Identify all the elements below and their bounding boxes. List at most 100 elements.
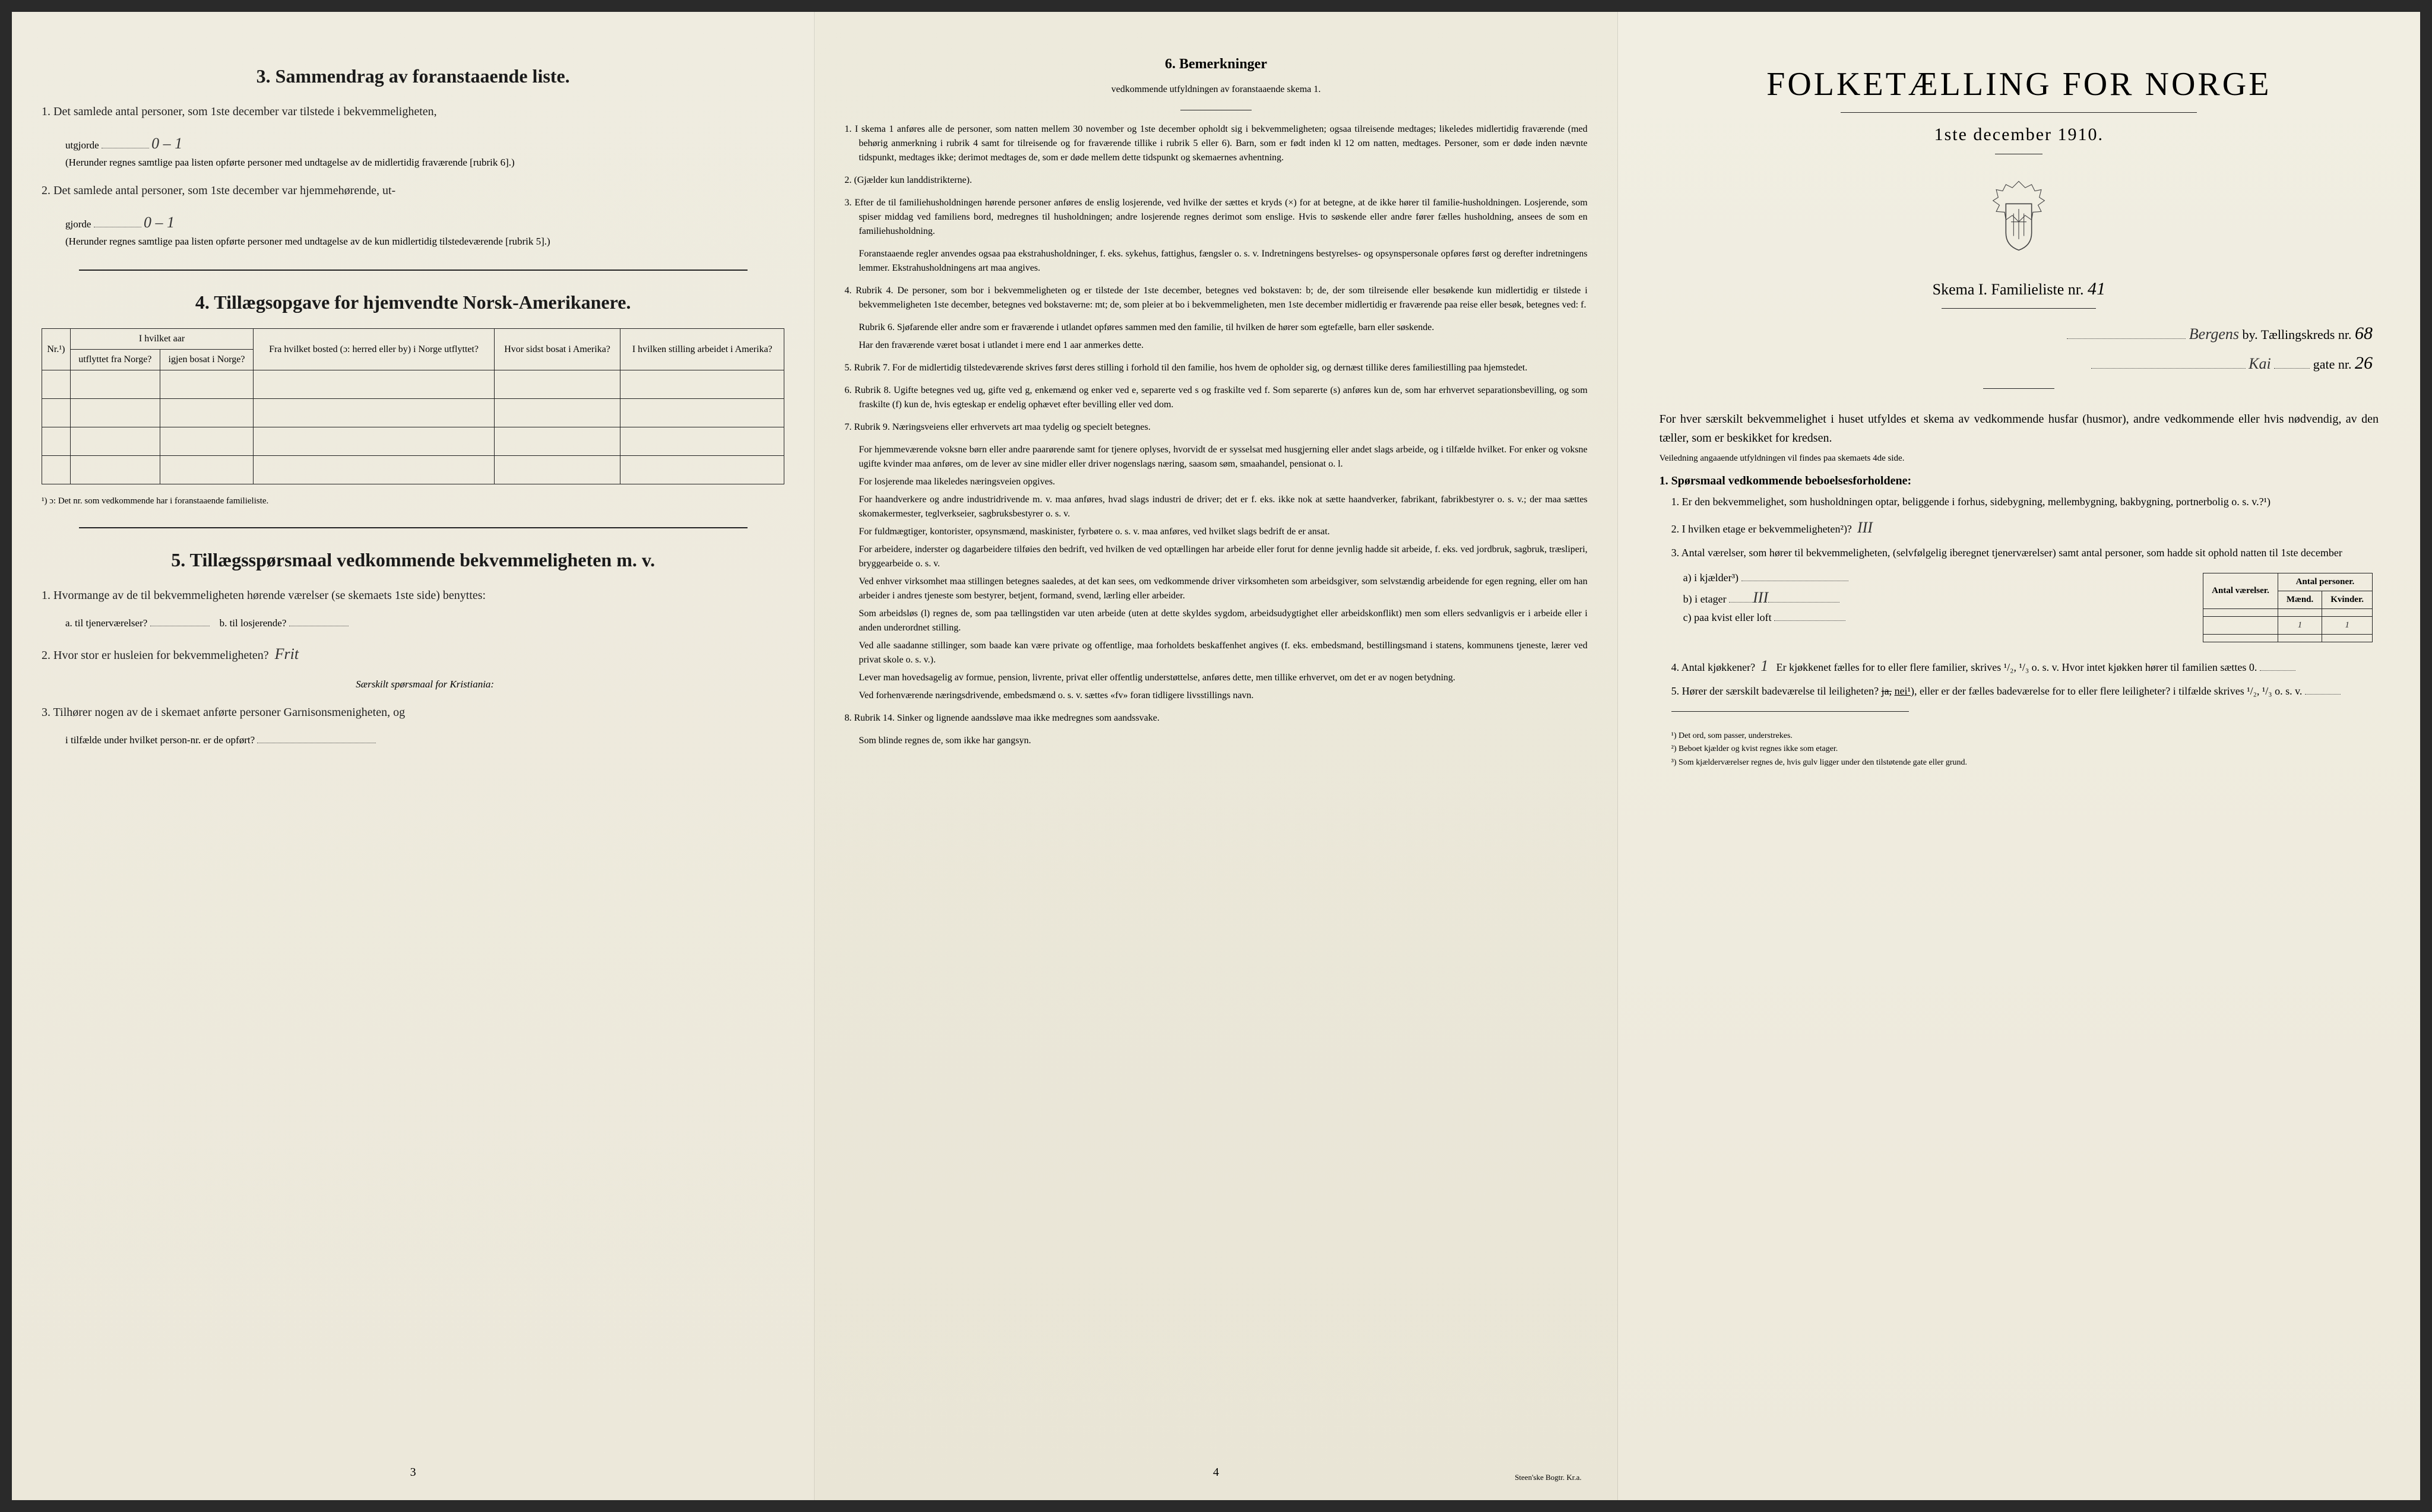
q1-5-rest: eller er der fælles badeværelse for to e… (1920, 685, 2302, 697)
by-label: by. Tællingskreds nr. (2243, 327, 2352, 342)
remark-7: 6. Rubrik 8. Ugifte betegnes ved ug, gif… (844, 383, 1587, 412)
divider (79, 270, 748, 271)
table-row (42, 456, 784, 484)
fn-2: ²) Beboet kjælder og kvist regnes ikke s… (1671, 743, 2379, 756)
q5-1b: b. til losjerende? (220, 617, 287, 629)
q5-1a: a. til tjenerværelser? (65, 617, 147, 629)
item-1-note: (Herunder regnes samtlige paa listen opf… (65, 155, 784, 170)
q1-2-text: 2. I hvilken etage er bekvemmeligheten²)… (1671, 523, 1852, 535)
remark-8: 7. Rubrik 9. Næringsveiens eller erhverv… (844, 420, 1587, 435)
q1-2-value: III (1857, 519, 1873, 536)
section-4-title: 4. Tillægsopgave for hjemvendte Norsk-Am… (42, 291, 784, 313)
remark-9: 8. Rubrik 14. Sinker og lignende aandssl… (844, 711, 1587, 725)
q1-5-answer: nei¹), (1895, 685, 1917, 697)
printer-mark: Steen'ske Bogtr. Kr.a. (1515, 1473, 1581, 1482)
q5-3b: i tilfælde under hvilket person-nr. er d… (65, 733, 784, 748)
gate-line: Kai gate nr. 26 (1648, 353, 2390, 373)
abc-b-text: b) i etager (1683, 593, 1727, 605)
skema-label: Skema I. Familieliste nr. (1933, 281, 2084, 298)
q1-2: 2. I hvilken etage er bekvemmeligheten²)… (1671, 516, 2379, 539)
footnote-1: ¹) ɔ: Det nr. som vedkommende har i fora… (42, 496, 784, 506)
th-igjen: igjen bosat i Norge? (160, 350, 253, 370)
q5-1: 1. Hvormange av de til bekvemmeligheten … (42, 586, 784, 605)
census-document: 3. Sammendrag av foranstaaende liste. 1.… (12, 12, 2420, 1500)
coat-of-arms-icon (1986, 178, 2051, 255)
remark-4: 4. Rubrik 4. De personer, som bor i bekv… (844, 284, 1587, 312)
section-3-title: 3. Sammendrag av foranstaaende liste. (42, 65, 784, 87)
remark-8b: For hjemmeværende voksne børn eller andr… (859, 443, 1587, 471)
remark-3b: Foranstaaende regler anvendes ogsaa paa … (859, 247, 1587, 275)
section-6-title: 6. Bemerkninger (844, 56, 1587, 72)
q1-heading: 1. Spørsmaal vedkommende beboelsesforhol… (1660, 474, 2379, 488)
th-sidst: Hvor sidst bosat i Amerika? (494, 329, 620, 370)
q1-1: 1. Er den bekvemmelighet, som husholdnin… (1671, 494, 2379, 510)
main-title: FOLKETÆLLING FOR NORGE (1648, 65, 2390, 103)
q1-4-value: 1 (1760, 657, 1768, 674)
table-row (2203, 609, 2373, 617)
q5-2: 2. Hvor stor er husleien for bekvemmelig… (42, 642, 784, 667)
section-5-title: 5. Tillægsspørsmaal vedkommende bekvemme… (42, 549, 784, 571)
item-1: 1. Det samlede antal personer, som 1ste … (42, 102, 784, 121)
title-rule (1841, 112, 2197, 113)
th-bosted: Fra hvilket bosted (ɔ: herred eller by) … (254, 329, 495, 370)
by-line: Bergens by. Tællingskreds nr. 68 (1648, 324, 2390, 344)
small-rule (1983, 388, 2054, 389)
q1-4: 4. Antal kjøkkener? 1 Er kjøkkenet fælle… (1671, 654, 2379, 677)
q5-3b-text: i tilfælde under hvilket person-nr. er d… (65, 734, 255, 746)
page-4: 6. Bemerkninger vedkommende utfyldningen… (815, 12, 1617, 1500)
val-vaer (2203, 617, 2278, 635)
abc-c-text: c) paa kvist eller loft (1683, 611, 1772, 623)
mt-h2: Antal personer. (2278, 573, 2372, 591)
val-kvinder: 1 (2322, 617, 2373, 635)
page-3: 3. Sammendrag av foranstaaende liste. 1.… (12, 12, 815, 1500)
th-aar: I hvilket aar (70, 329, 253, 350)
remark-5: Rubrik 6. Sjøfarende eller andre som er … (859, 321, 1587, 335)
main-date: 1ste december 1910. (1648, 125, 2390, 145)
skema-line: Skema I. Familieliste nr. 41 (1648, 279, 2390, 299)
footnote-rule (1671, 711, 1909, 712)
remark-2: 2. (Gjælder kun landdistrikterne). (844, 173, 1587, 188)
th-stilling: I hvilken stilling arbeidet i Amerika? (620, 329, 784, 370)
mt-h2a: Mænd. (2278, 591, 2322, 609)
q5-2-value: Frit (275, 645, 299, 663)
fn-3: ³) Som kjælderværelser regnes de, hvis g… (1671, 756, 2379, 769)
remark-8c: For losjerende maa likeledes næringsveie… (859, 475, 1587, 489)
q1-5-text: 5. Hører der særskilt badeværelse til le… (1671, 685, 1879, 697)
remark-8g: Ved enhver virksomhet maa stillingen bet… (859, 575, 1587, 603)
remark-5b: Har den fraværende været bosat i utlande… (859, 338, 1587, 353)
q1-4-rest: Er kjøkkenet fælles for to eller flere f… (1776, 661, 2257, 673)
item-1-value: 0 – 1 (151, 135, 182, 152)
abc-a-text: a) i kjælder³) (1683, 572, 1738, 584)
q1-3: 3. Antal værelser, som hører til bekvemm… (1671, 545, 2379, 561)
item-1-value-line: utgjorde 0 – 1 (65, 132, 784, 155)
remark-3: 3. Efter de til familiehusholdningen hør… (844, 196, 1587, 239)
intro-paragraph: For hver særskilt bekvemmelighet i huset… (1660, 410, 2379, 448)
gate-name: Kai (2249, 355, 2271, 372)
item-2-value: 0 – 1 (144, 214, 175, 231)
intro-note: Veiledning angaaende utfyldningen vil fi… (1660, 454, 2379, 464)
remark-9b: Som blinde regnes de, som ikke har gangs… (859, 734, 1587, 748)
section-6-subtitle: vedkommende utfyldningen av foranstaaend… (844, 84, 1587, 95)
page-number: 4 (1213, 1466, 1219, 1479)
mt-h2b: Kvinder. (2322, 591, 2373, 609)
remark-8e: For fuldmægtiger, kontorister, opsynsmæn… (859, 525, 1587, 539)
table-row (42, 399, 784, 427)
remark-8i: Ved alle saadanne stillinger, som baade … (859, 639, 1587, 667)
q5-2-text: 2. Hvor stor er husleien for bekvemmelig… (42, 649, 269, 662)
gate-nr: 26 (2355, 353, 2373, 373)
item-2: 2. Det samlede antal personer, som 1ste … (42, 181, 784, 200)
fn-1: ¹) Det ord, som passer, understrekes. (1671, 730, 2379, 743)
table-row (2203, 635, 2373, 642)
val-maend: 1 (2278, 617, 2322, 635)
remark-8d: For haandverkere og andre industridriven… (859, 493, 1587, 521)
remark-6: 5. Rubrik 7. For de midlertidig tilstede… (844, 361, 1587, 375)
table-row (42, 427, 784, 456)
page-cover: FOLKETÆLLING FOR NORGE 1ste december 191… (1618, 12, 2420, 1500)
gjorde-label: gjorde (65, 218, 91, 230)
table-row (42, 370, 784, 399)
gate-label: gate nr. (2313, 357, 2352, 372)
utgjorde-label: utgjorde (65, 140, 99, 151)
q5-special: Særskilt spørsmaal for Kristiania: (65, 677, 784, 692)
kreds-nr: 68 (2355, 324, 2373, 343)
divider (79, 527, 748, 528)
